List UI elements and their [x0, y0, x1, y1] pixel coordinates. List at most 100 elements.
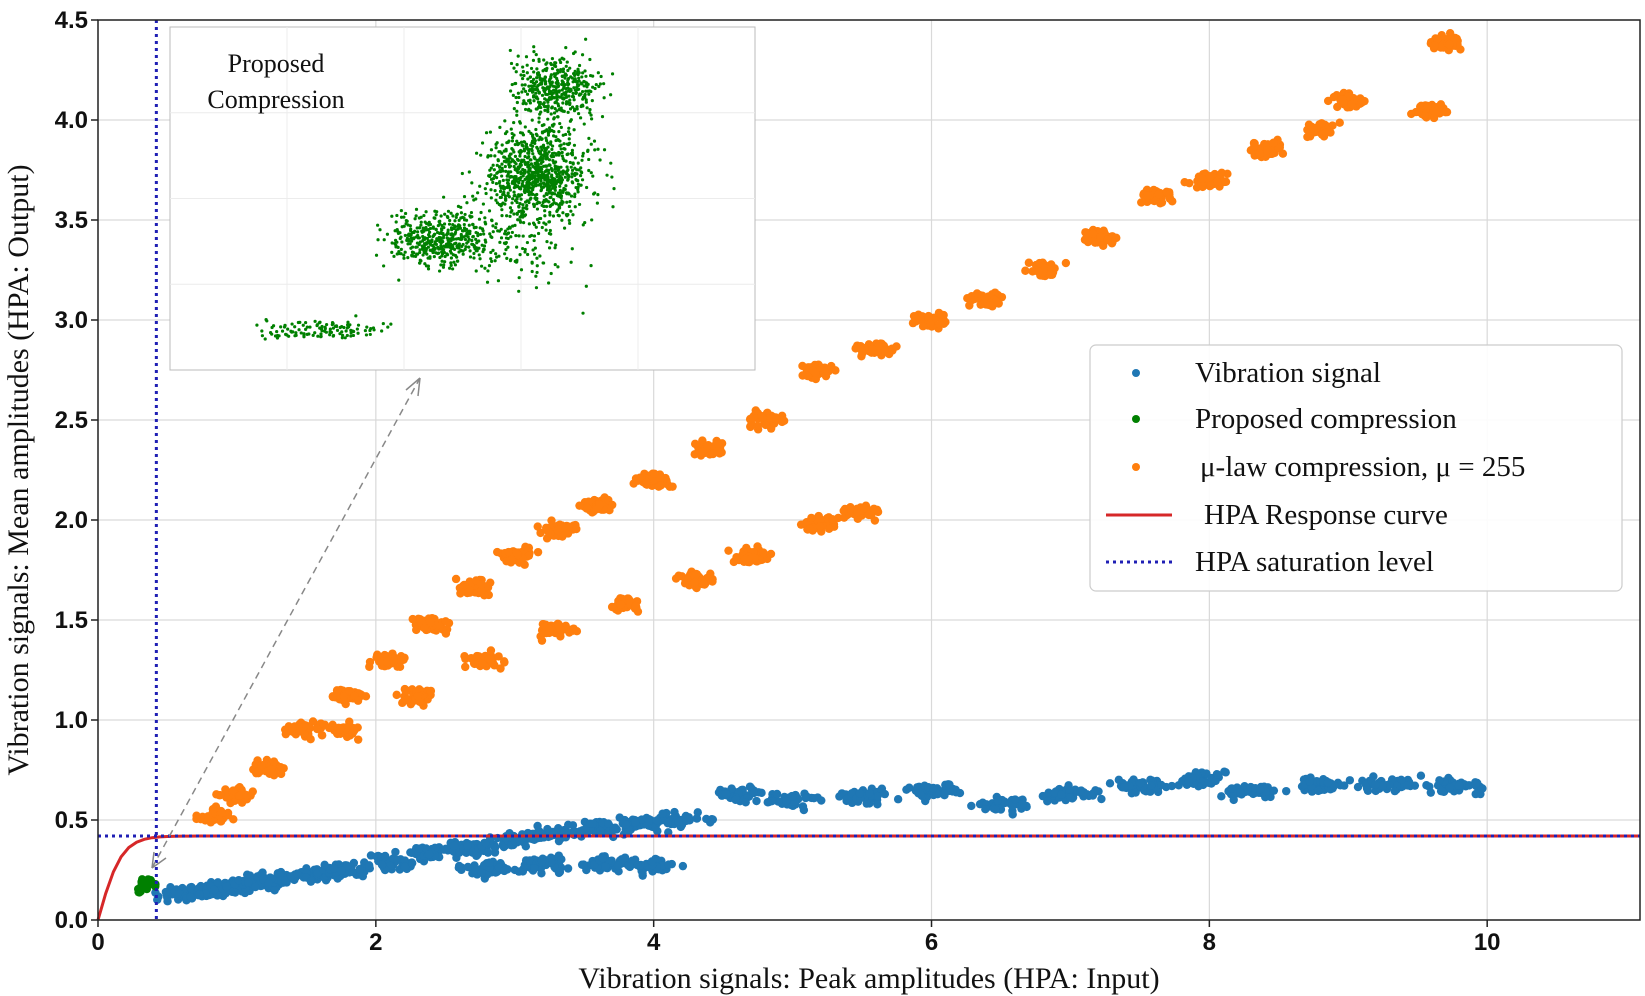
- inset-point-2-52: [592, 139, 597, 143]
- mu-law-point-20-44: [1143, 191, 1152, 201]
- inset-point-4-48: [535, 270, 539, 275]
- inset-point-3-360: [564, 93, 568, 97]
- inset-point-2-662: [533, 138, 537, 143]
- inset-point-0-3: [294, 331, 298, 335]
- vibration-signal-point-3-32: [270, 886, 279, 895]
- inset-point-3-178: [580, 75, 584, 79]
- inset-point-1-360: [425, 221, 429, 226]
- inset-point-0-106: [260, 329, 264, 333]
- inset-point-0-83: [273, 334, 278, 338]
- inset-point-2-449: [531, 144, 535, 148]
- inset-point-3-64: [532, 45, 536, 49]
- inset-point-2-417: [489, 196, 493, 200]
- mu-law-point-11-44: [642, 478, 651, 487]
- inset-point-3-70: [520, 83, 524, 87]
- inset-point-2-651: [550, 175, 554, 179]
- inset-point-2-341: [500, 174, 504, 178]
- vibration-signal-point-26-39: [1236, 788, 1245, 797]
- inset-point-3-79: [590, 99, 594, 103]
- inset-point-1-166: [434, 213, 438, 217]
- inset-point-3-322: [559, 95, 563, 99]
- inset-point-3-85: [521, 69, 525, 74]
- inset-point-1-278: [418, 258, 422, 262]
- inset-point-1-411: [390, 214, 394, 218]
- inset-point-2-199: [521, 174, 525, 178]
- inset-point-1-368: [431, 244, 435, 248]
- mu-law-point-23-25: [1328, 121, 1337, 130]
- vibration-signal-point-8-42: [462, 848, 471, 858]
- inset-point-3-400: [580, 53, 585, 57]
- inset-point-0-63: [304, 327, 308, 331]
- vibration-signal-point-24-43: [1114, 775, 1124, 785]
- inset-point-1-303: [450, 243, 454, 248]
- inset-point-3-195: [556, 68, 560, 72]
- vibration-signal-point-4-42: [306, 877, 316, 886]
- inset-point-2-318: [570, 168, 575, 172]
- vibration-signal-point-14-43: [463, 862, 473, 872]
- mu-law-series: [192, 29, 1465, 827]
- inset-point-1-106: [474, 237, 478, 241]
- inset-point-1-193: [399, 209, 403, 213]
- inset-point-0-79: [275, 336, 280, 340]
- inset-point-3-7: [558, 121, 562, 126]
- mu-law-point-10-41: [575, 501, 584, 510]
- inset-point-2-73: [479, 153, 483, 157]
- inset-point-2-118: [564, 132, 568, 137]
- inset-point-3-405: [531, 77, 536, 81]
- inset-point-1-345: [445, 252, 449, 256]
- inset-point-3-216: [602, 96, 606, 100]
- inset-point-4-74: [493, 189, 497, 193]
- inset-point-3-410: [561, 97, 566, 101]
- inset-point-1-364: [399, 247, 403, 251]
- inset-point-3-287: [564, 46, 568, 50]
- vibration-signal-point-28-26: [1416, 771, 1426, 780]
- inset-point-4-98: [541, 160, 545, 164]
- inset-point-3-286: [539, 110, 543, 114]
- vibration-signal-point-20-44: [855, 789, 865, 798]
- inset-point-4-16: [528, 166, 532, 171]
- vibration-signal-point-5-39: [329, 864, 339, 873]
- mu-law-point-5-43: [389, 656, 399, 666]
- inset-point-1-399: [465, 201, 469, 205]
- mu-law-point-18-42: [1021, 266, 1030, 275]
- inset-point-4-6: [460, 171, 464, 176]
- mu-law-point-34-43: [807, 513, 816, 523]
- inset-point-0-119: [320, 324, 324, 329]
- inset-point-4-12: [496, 279, 501, 283]
- inset-point-1-217: [484, 240, 488, 244]
- inset-point-4-106: [549, 232, 553, 236]
- inset-point-2-376: [531, 164, 535, 168]
- inset-point-2-458: [556, 178, 560, 183]
- inset-point-2-375: [595, 201, 599, 205]
- mu-law-point-35-44: [864, 510, 873, 520]
- inset-point-4-126: [468, 214, 472, 218]
- mu-law-point-22-38: [1269, 138, 1279, 148]
- mu-law-point-30-44: [544, 624, 554, 633]
- inset-point-3-408: [537, 90, 541, 94]
- vibration-signal-point-15-44: [537, 856, 547, 866]
- vibration-signal-point-5-43: [337, 866, 346, 875]
- vibration-signal-point-20-32: [837, 789, 847, 798]
- inset-point-2-542: [535, 202, 539, 206]
- vibration-signal-point-13-42: [702, 814, 711, 824]
- vibration-signal-point-19-44: [781, 796, 791, 806]
- mu-law-point-31-36: [607, 602, 617, 612]
- mu-law-point-23-44: [1335, 118, 1344, 127]
- inset-point-2-267: [576, 161, 580, 165]
- vibration-signal-point-22-44: [1018, 800, 1027, 809]
- inset-point-3-329: [559, 60, 563, 65]
- inset-point-3-106: [515, 100, 519, 105]
- inset-point-2-666: [523, 185, 527, 190]
- mu-law-point-28-19: [392, 690, 401, 700]
- inset-point-4-114: [505, 157, 509, 161]
- inset-point-2-646: [518, 162, 522, 166]
- inset-point-2-105: [548, 213, 552, 217]
- inset-point-1-37: [453, 263, 457, 267]
- inset-point-3-297: [564, 73, 568, 77]
- mu-law-point-25-37: [1414, 107, 1423, 116]
- inset-point-2-575: [573, 171, 577, 175]
- inset-point-3-173: [589, 113, 593, 117]
- inset-point-2-618: [546, 141, 550, 145]
- inset-point-4-120: [545, 183, 549, 187]
